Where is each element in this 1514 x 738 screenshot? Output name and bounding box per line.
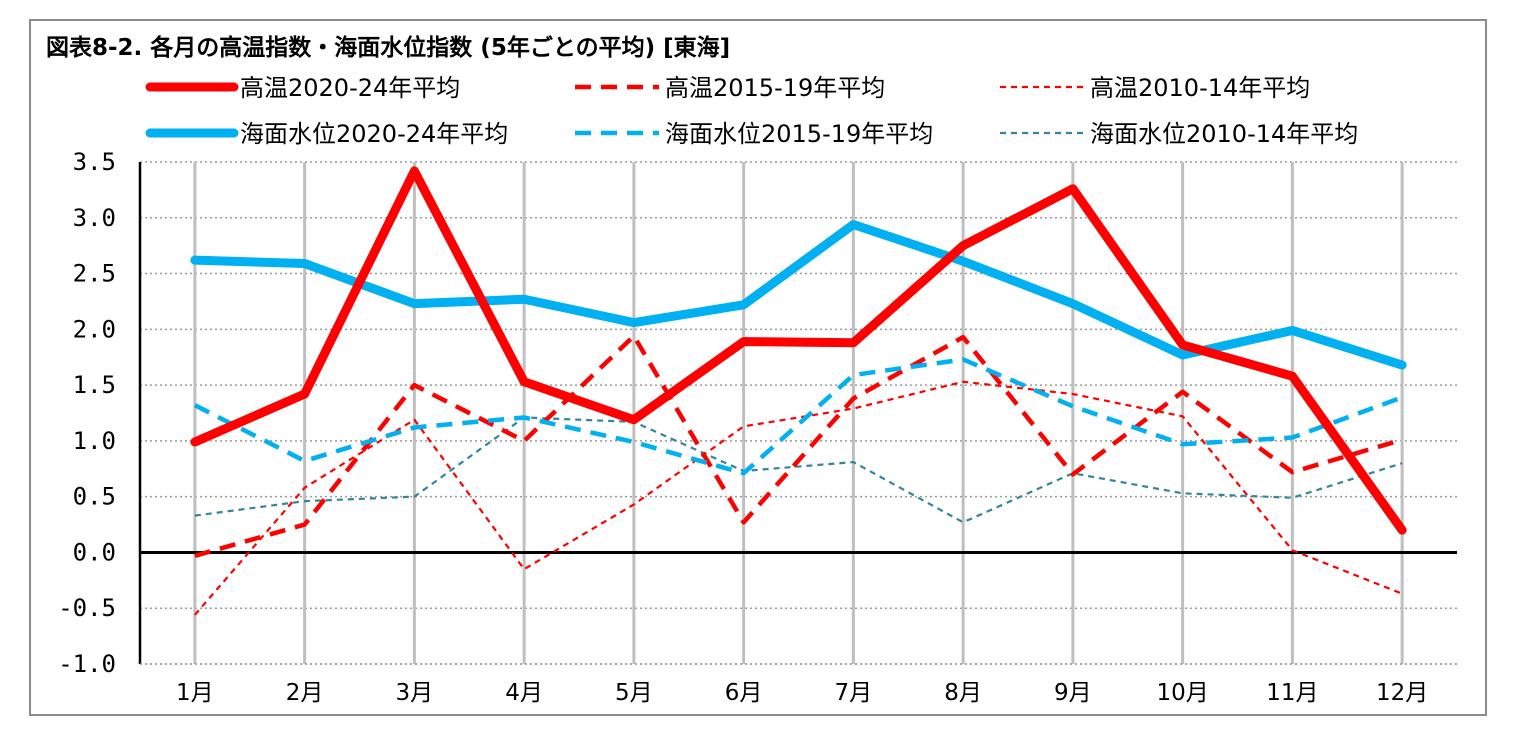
y-tick-label: 3.5 <box>73 148 116 176</box>
legend-label-2: 高温2015-19年平均 <box>665 74 885 102</box>
y-tick-label: 1.5 <box>73 371 116 399</box>
tick-labels: 3.5 3.0 2.5 2.0 1.5 1.0 0.5 0.0 -0.5 -1.0 1月 2月 3月 4月… <box>58 148 1428 706</box>
x-tick-label: 11月 <box>1266 680 1318 706</box>
grid-layer <box>140 161 1457 665</box>
x-tick-label: 4月 <box>505 680 543 706</box>
x-tick-label: 9月 <box>1054 680 1092 706</box>
legend: 高温2020-24年平均 高温2015-19年平均 高温2010-14年平均海面水位… <box>145 74 1358 148</box>
x-tick-label: 7月 <box>835 680 873 706</box>
series-layer <box>190 166 1407 616</box>
legend-label-6: 海面水位2010-14年平均 <box>1090 120 1358 148</box>
x-tick-label: 2月 <box>286 680 324 706</box>
chart-title: 図表8-2. 各月の高温指数・海面水位指数 (5年ごとの平均) [東海] <box>46 35 731 61</box>
x-tick-label: 5月 <box>615 680 653 706</box>
x-tick-label: 12月 <box>1376 680 1428 706</box>
y-tick-label: 0.5 <box>73 483 116 511</box>
legend-label-1: 高温2020-24年平均 <box>240 74 460 102</box>
y-tick-label: 2.5 <box>73 260 116 288</box>
chart-frame <box>29 19 1487 716</box>
y-tick-label: 2.0 <box>73 315 116 343</box>
series-line-1 <box>190 166 1407 535</box>
y-tick-label: -0.5 <box>58 594 116 622</box>
series-line-2 <box>194 333 1403 558</box>
legend-label-3: 高温2010-14年平均 <box>1090 74 1310 102</box>
series-line-3 <box>194 380 1403 616</box>
y-tick-label: 1.0 <box>73 427 116 455</box>
x-tick-label: 3月 <box>396 680 434 706</box>
x-tick-label: 8月 <box>944 680 982 706</box>
y-tick-label: -1.0 <box>58 650 116 678</box>
y-tick-label: 3.0 <box>73 204 116 232</box>
legend-label-5: 海面水位2015-19年平均 <box>665 120 933 148</box>
x-tick-label: 1月 <box>176 680 214 706</box>
legend-label-4: 海面水位2020-24年平均 <box>240 120 508 148</box>
series-line-5 <box>193 357 1403 476</box>
x-tick-label: 10月 <box>1156 680 1208 706</box>
y-tick-label: 0.0 <box>73 538 116 566</box>
x-tick-label: 6月 <box>725 680 763 706</box>
series-line-6 <box>194 416 1403 524</box>
axis-layer <box>138 162 1457 665</box>
